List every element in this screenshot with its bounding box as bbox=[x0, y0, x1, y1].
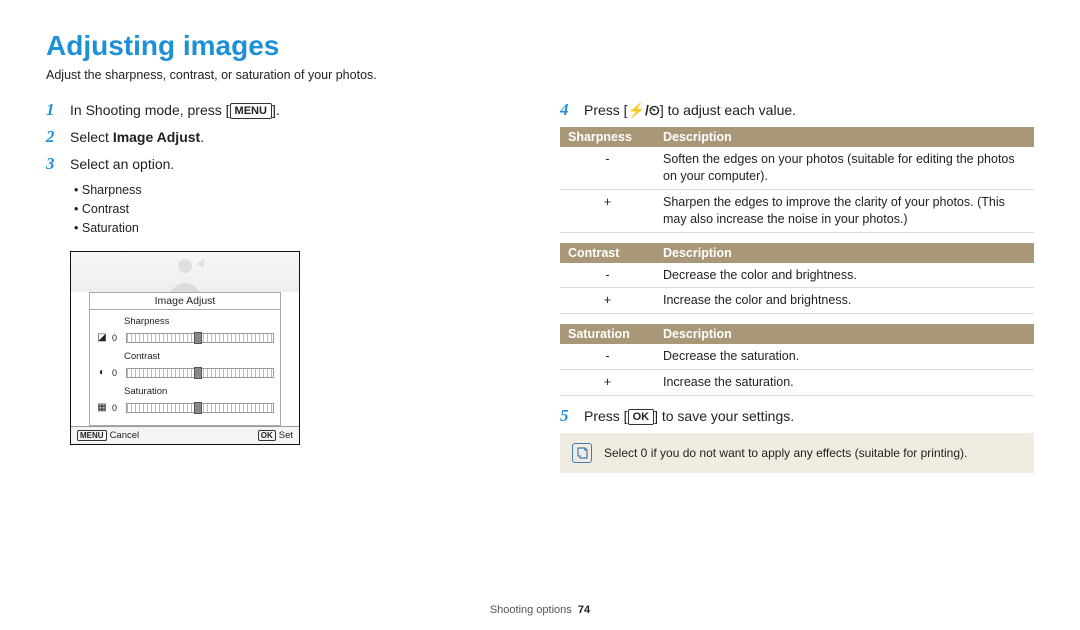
table-header: Description bbox=[655, 127, 1034, 147]
cell-desc: Decrease the saturation. bbox=[655, 344, 1034, 369]
table-header: Contrast bbox=[560, 243, 655, 263]
cell-desc: Soften the edges on your photos (suitabl… bbox=[655, 147, 1034, 189]
step2-bold: Image Adjust bbox=[113, 129, 200, 145]
step2-text-post: . bbox=[200, 129, 204, 145]
adj-saturation: Saturation ▦ 0 bbox=[96, 386, 274, 419]
menu-button-label: MENU bbox=[230, 103, 272, 119]
adj-sharpness: Sharpness ◪ 0 bbox=[96, 316, 274, 349]
adj-contrast: Contrast ◐ 0 bbox=[96, 351, 274, 384]
panel-title: Image Adjust bbox=[89, 292, 281, 309]
silhouette-icon bbox=[155, 256, 215, 292]
step1-text-pre: In Shooting mode, press [ bbox=[70, 102, 230, 118]
sharpness-icon: ◪ bbox=[96, 332, 108, 344]
step-3: 3 Select an option. bbox=[46, 154, 520, 175]
table-row: +Increase the color and brightness. bbox=[560, 288, 1034, 314]
slider[interactable] bbox=[126, 368, 274, 378]
note-text: Select 0 if you do not want to apply any… bbox=[604, 446, 967, 460]
cell-key: - bbox=[560, 147, 655, 189]
description-table: SaturationDescription-Decrease the satur… bbox=[560, 324, 1034, 396]
cancel-label: Cancel bbox=[110, 430, 140, 441]
step2-text-pre: Select bbox=[70, 129, 113, 145]
row-value: 0 bbox=[112, 368, 122, 378]
cell-desc: Decrease the color and brightness. bbox=[655, 263, 1034, 288]
cancel-area[interactable]: MENUCancel bbox=[77, 430, 139, 441]
step4-post: ] to adjust each value. bbox=[660, 102, 796, 118]
slider[interactable] bbox=[126, 333, 274, 343]
step4-pre: Press [ bbox=[584, 102, 628, 118]
option-list: Sharpness Contrast Saturation bbox=[74, 181, 520, 237]
ok-key-icon: OK bbox=[258, 430, 276, 441]
description-table: SharpnessDescription-Soften the edges on… bbox=[560, 127, 1034, 233]
row-label: Contrast bbox=[96, 351, 274, 362]
slider-thumb[interactable] bbox=[194, 332, 202, 344]
cell-key: + bbox=[560, 370, 655, 396]
step-number: 2 bbox=[46, 127, 60, 147]
camera-screenshot: Image Adjust Sharpness ◪ 0 Contrast ◐ 0 bbox=[70, 251, 300, 445]
row-value: 0 bbox=[112, 403, 122, 413]
step-1: 1 In Shooting mode, press [MENU]. bbox=[46, 100, 520, 121]
step-number: 1 bbox=[46, 100, 60, 120]
list-item: Sharpness bbox=[74, 181, 520, 200]
table-row: +Increase the saturation. bbox=[560, 370, 1034, 396]
cell-desc: Increase the color and brightness. bbox=[655, 288, 1034, 314]
table-row: -Soften the edges on your photos (suitab… bbox=[560, 147, 1034, 189]
saturation-icon: ▦ bbox=[96, 402, 108, 414]
table-row: -Decrease the color and brightness. bbox=[560, 263, 1034, 288]
slider[interactable] bbox=[126, 403, 274, 413]
list-item: Saturation bbox=[74, 219, 520, 238]
set-label: Set bbox=[279, 430, 293, 441]
table-header: Sharpness bbox=[560, 127, 655, 147]
step5-pre: Press [ bbox=[584, 408, 628, 424]
footer-section: Shooting options bbox=[490, 604, 572, 616]
table-row: +Sharpen the edges to improve the clarit… bbox=[560, 189, 1034, 232]
table-header: Description bbox=[655, 243, 1034, 263]
ok-button-label: OK bbox=[628, 409, 655, 425]
table-header: Saturation bbox=[560, 324, 655, 344]
row-label: Sharpness bbox=[96, 316, 274, 327]
page-subtitle: Adjust the sharpness, contrast, or satur… bbox=[46, 68, 1034, 82]
cell-key: + bbox=[560, 288, 655, 314]
cell-desc: Sharpen the edges to improve the clarity… bbox=[655, 189, 1034, 232]
table-row: -Decrease the saturation. bbox=[560, 344, 1034, 369]
footer-page: 74 bbox=[578, 604, 590, 616]
step-number: 4 bbox=[560, 100, 574, 120]
list-item: Contrast bbox=[74, 200, 520, 219]
cell-desc: Increase the saturation. bbox=[655, 370, 1034, 396]
step5-post: ] to save your settings. bbox=[654, 408, 794, 424]
page-footer: Shooting options 74 bbox=[0, 604, 1080, 616]
menu-key-icon: MENU bbox=[77, 430, 107, 441]
set-area[interactable]: OKSet bbox=[258, 430, 293, 441]
right-column: 4 Press [⚡/⏲] to adjust each value. Shar… bbox=[560, 100, 1034, 473]
description-table: ContrastDescription-Decrease the color a… bbox=[560, 243, 1034, 315]
cell-key: + bbox=[560, 189, 655, 232]
step1-text-post: ]. bbox=[272, 102, 280, 118]
note-icon bbox=[572, 443, 592, 463]
flash-timer-icons: ⚡/⏲ bbox=[628, 102, 660, 118]
table-header: Description bbox=[655, 324, 1034, 344]
step3-text: Select an option. bbox=[70, 154, 520, 175]
row-label: Saturation bbox=[96, 386, 274, 397]
left-column: 1 In Shooting mode, press [MENU]. 2 Sele… bbox=[46, 100, 520, 473]
note-box: Select 0 if you do not want to apply any… bbox=[560, 433, 1034, 473]
step-2: 2 Select Image Adjust. bbox=[46, 127, 520, 148]
page-title: Adjusting images bbox=[46, 30, 1034, 62]
contrast-icon: ◐ bbox=[96, 367, 108, 379]
adjust-panel: Sharpness ◪ 0 Contrast ◐ 0 bbox=[89, 309, 281, 426]
step-number: 3 bbox=[46, 154, 60, 174]
step-4: 4 Press [⚡/⏲] to adjust each value. bbox=[560, 100, 1034, 121]
step-number: 5 bbox=[560, 406, 574, 426]
slider-thumb[interactable] bbox=[194, 402, 202, 414]
slider-thumb[interactable] bbox=[194, 367, 202, 379]
cell-key: - bbox=[560, 344, 655, 369]
step-5: 5 Press [OK] to save your settings. bbox=[560, 406, 1034, 427]
cell-key: - bbox=[560, 263, 655, 288]
row-value: 0 bbox=[112, 333, 122, 343]
